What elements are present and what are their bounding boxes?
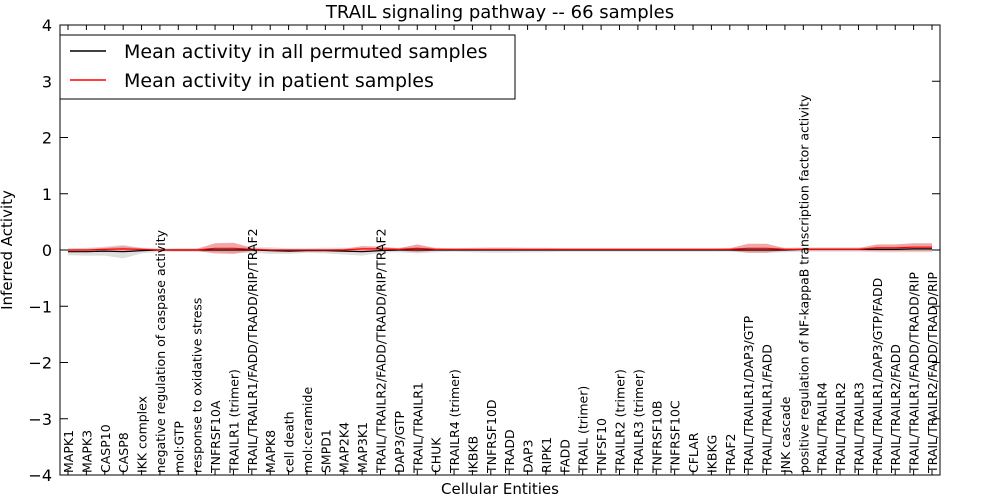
legend-label-permuted: Mean activity in all permuted samples <box>124 41 487 63</box>
x-category-label: TRAILR2 (trimer) <box>613 369 628 474</box>
x-category-label: TRAIL/TRAILR2/FADD/TRADD/RIP <box>925 272 940 474</box>
x-category-label: TRAIL/TRAILR2/FADD/TRADD/RIP/TRAF2 <box>374 228 389 474</box>
x-category-label: TNFSF10 <box>594 418 609 474</box>
x-category-label: CASP8 <box>116 432 131 473</box>
y-tick-label: 0 <box>42 241 52 260</box>
x-category-label: CFLAR <box>686 432 701 473</box>
x-category-label: DAP3 <box>521 440 536 473</box>
series-lines <box>68 246 932 253</box>
x-category-label: TRAILR1 (trimer) <box>226 369 241 474</box>
x-category-label: TRAIL/TRAILR3 <box>852 382 867 474</box>
x-category-label: mol:ceramide <box>300 387 315 473</box>
x-category-label: IKBKG <box>704 435 719 473</box>
permuted-band <box>68 244 932 259</box>
x-category-label: SMPD1 <box>318 429 333 473</box>
y-axis-label: Inferred Activity <box>0 190 16 310</box>
chart-title: TRAIL signaling pathway -- 66 samples <box>325 2 674 23</box>
y-tick-label: −4 <box>28 466 52 485</box>
legend-frame <box>59 34 516 100</box>
x-category-label: TRAIL/TRAILR1/FADD/TRADD/RIP <box>907 272 922 474</box>
x-category-label: TNFRSF10D <box>484 399 499 474</box>
legend-label-patient: Mean activity in patient samples <box>124 70 434 92</box>
y-tick-label: 3 <box>42 72 52 91</box>
x-category-label: response to oxidative stress <box>190 298 205 473</box>
x-category-label: RIPK1 <box>539 437 554 473</box>
x-category-label: MAPK1 <box>61 430 76 473</box>
x-category-label: TNFRSF10A <box>208 400 223 474</box>
x-category-label: MAP3K1 <box>355 422 370 473</box>
x-category-label: FADD <box>557 439 572 473</box>
x-category-label: TRAF2 <box>723 433 738 474</box>
y-tick-label: −3 <box>28 410 52 429</box>
x-category-label: TRAIL/TRAILR1/FADD/TRADD/RIP/TRAF2 <box>245 228 260 474</box>
x-category-label: TRAIL/TRAILR2/FADD <box>888 344 903 474</box>
x-category-label: CASP10 <box>98 424 113 473</box>
x-category-label: TRAIL/TRAILR1 <box>410 382 425 474</box>
x-category-label: MAPK8 <box>263 430 278 473</box>
y-axis-ticks: −4 −3 −2 −1 0 1 2 3 4 <box>28 16 940 485</box>
patient-mean-line <box>68 246 932 251</box>
x-category-label: JNK cascade <box>778 396 793 474</box>
y-tick-label: 4 <box>42 16 52 35</box>
x-category-label: mol:GTP <box>171 421 186 473</box>
x-category-label: IKK complex <box>135 396 150 473</box>
legend: Mean activity in all permuted samples Me… <box>59 34 516 100</box>
x-category-label: TNFRSF10C <box>668 400 683 474</box>
x-category-label: TRAIL/TRAILR2 <box>833 382 848 474</box>
x-category-label: negative regulation of caspase activity <box>153 229 168 473</box>
x-category-label: positive regulation of NF-kappaB transcr… <box>796 94 811 473</box>
x-category-label: TRAILR4 (trimer) <box>447 369 462 474</box>
x-category-label: MAPK3 <box>79 430 94 473</box>
y-tick-label: −2 <box>28 354 52 373</box>
x-category-label: TRAILR3 (trimer) <box>631 369 646 474</box>
x-category-label: IKBKB <box>465 436 480 473</box>
x-category-label: TRAIL/TRAILR4 <box>815 382 830 474</box>
x-category-label: cell death <box>282 411 297 473</box>
x-category-label: MAP2K4 <box>337 422 352 473</box>
x-axis-label: Cellular Entities <box>441 480 559 498</box>
x-category-label: DAP3/GTP <box>392 410 407 473</box>
x-category-label: TRADD <box>502 429 517 474</box>
x-category-label: TRAIL/TRAILR1/DAP3/GTP <box>741 315 756 474</box>
plot-area-frame <box>59 24 941 476</box>
y-tick-label: 2 <box>42 129 52 148</box>
x-category-label: TRAIL (trimer) <box>576 386 591 474</box>
y-tick-label: 1 <box>42 185 52 204</box>
x-category-label: TRAIL/TRAILR1/FADD <box>760 344 775 474</box>
x-category-label: TNFRSF10B <box>649 401 664 474</box>
y-tick-label: −1 <box>28 297 52 316</box>
x-category-label: CHUK <box>429 437 444 473</box>
x-category-label: TRAIL/TRAILR1/DAP3/GTP/FADD <box>870 278 885 474</box>
x-axis-category-labels: MAPK1 MAPK3 CASP10 CASP8 IKK complex negative… <box>61 25 940 475</box>
